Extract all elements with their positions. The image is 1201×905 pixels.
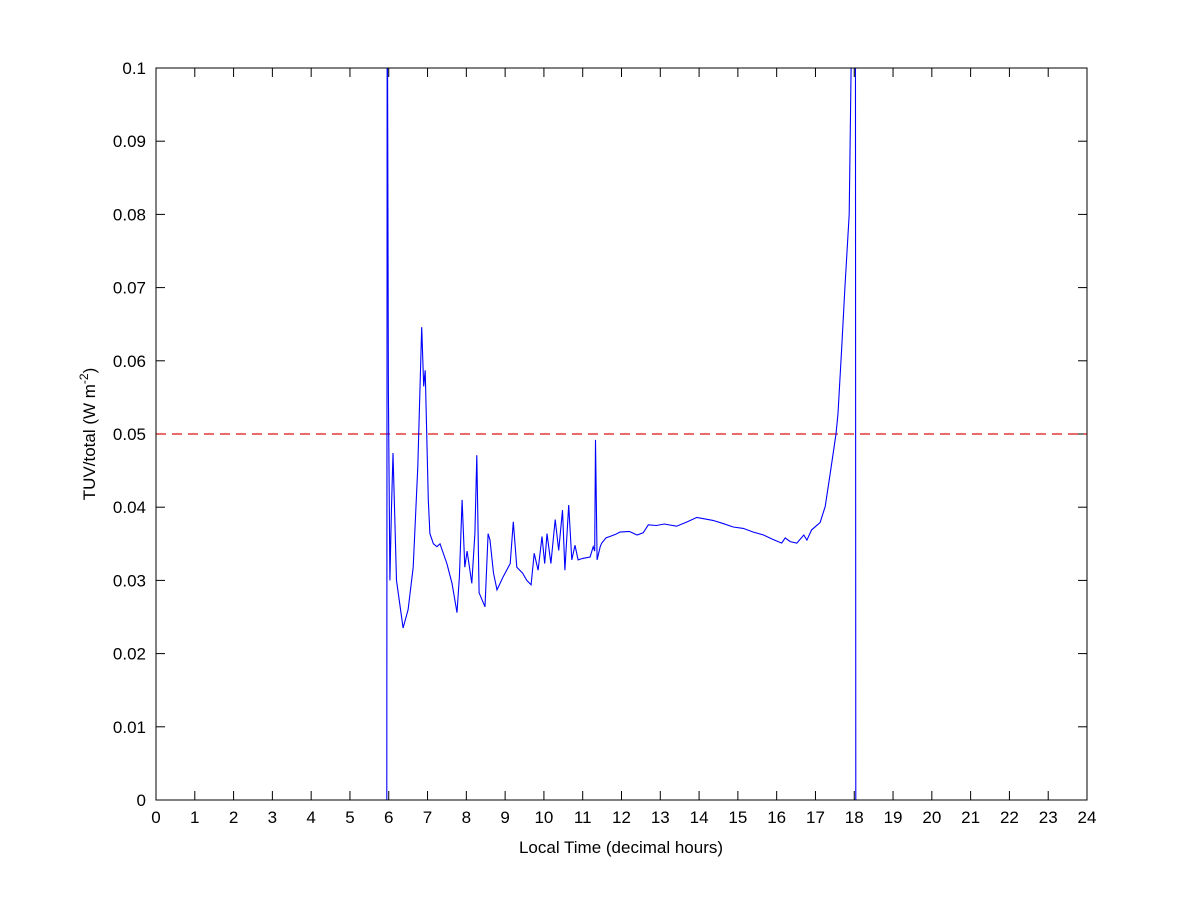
- y-tick-label: 0.07: [113, 279, 146, 298]
- y-tick-label: 0.1: [122, 59, 146, 78]
- x-tick-label: 3: [268, 808, 277, 827]
- x-tick-label: 21: [961, 808, 980, 827]
- x-tick-label: 8: [462, 808, 471, 827]
- x-tick-label: 2: [229, 808, 238, 827]
- axes-box: [155, 67, 1088, 801]
- x-tick-label: 13: [651, 808, 670, 827]
- y-tick-label: 0.01: [113, 718, 146, 737]
- x-tick-label: 11: [574, 808, 592, 827]
- x-tick-label: 17: [806, 808, 825, 827]
- x-tick-label: 0: [151, 808, 160, 827]
- y-tick-label: 0.05: [113, 425, 146, 444]
- y-axis-label: TUV/total (W m-2): [77, 368, 99, 501]
- x-tick-label: 19: [884, 808, 903, 827]
- x-tick-label: 1: [190, 808, 199, 827]
- x-tick-label: 9: [500, 808, 509, 827]
- x-axis-label: Local Time (decimal hours): [519, 838, 723, 857]
- y-tick-label: 0: [137, 791, 146, 810]
- x-tick-label: 6: [384, 808, 393, 827]
- y-tick-label: 0.02: [113, 645, 146, 664]
- y-axis-label-superscript: -2: [77, 373, 91, 384]
- x-tick-label: 4: [306, 808, 315, 827]
- x-tick-label: 23: [1039, 808, 1058, 827]
- y-tick-label: 0.08: [113, 205, 146, 224]
- x-tick-label: 12: [612, 808, 631, 827]
- x-tick-label: 10: [534, 808, 553, 827]
- x-tick-label: 18: [845, 808, 864, 827]
- y-tick-label: 0.09: [113, 132, 146, 151]
- y-tick-label: 0.03: [113, 571, 146, 590]
- y-tick-label: 0.06: [113, 352, 146, 371]
- x-tick-label: 20: [922, 808, 941, 827]
- x-tick-label: 22: [1000, 808, 1019, 827]
- x-tick-label: 15: [728, 808, 747, 827]
- x-tick-label: 5: [345, 808, 354, 827]
- x-tick-label: 14: [690, 808, 709, 827]
- y-tick-label: 0.04: [113, 498, 146, 517]
- series-line: [156, 68, 1087, 800]
- x-tick-label: 16: [767, 808, 786, 827]
- y-tick-labels: 0 0.01 0.02 0.03 0.04 0.05 0.06 0.07 0.08 0.09 0.1: [113, 59, 146, 810]
- x-tick-label: 7: [423, 808, 432, 827]
- x-tick-label: 24: [1078, 808, 1097, 827]
- x-tick-labels: 0 1 2 3 4 5 6 7 8 9 10 11 12 13 14 15 16 17 18 19 20 21 22 23 24: [151, 808, 1096, 827]
